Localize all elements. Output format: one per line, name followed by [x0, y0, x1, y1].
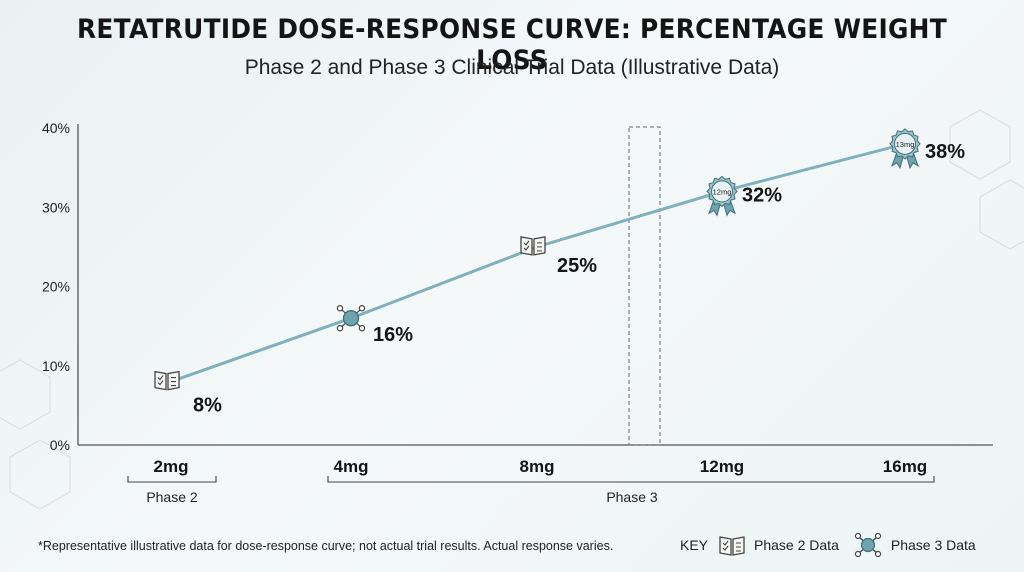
data-label: 8%	[193, 395, 222, 417]
book-lines	[157, 375, 176, 387]
book-icon	[719, 536, 745, 556]
y-tick-label: 20%	[42, 279, 70, 295]
book-page-right	[167, 370, 180, 391]
phase-bracket	[127, 476, 217, 483]
dose-response-chart: 0% 10% 20% 30% 40% 12mg 13mg 8% 16% 25% 32% 38% 2mg 4…	[42, 120, 993, 505]
node-core	[342, 310, 360, 327]
badge-label: 12mg	[713, 187, 732, 196]
data-label: 32%	[742, 184, 782, 206]
key-label: KEY	[680, 537, 709, 553]
phase-bracket	[327, 476, 935, 483]
node-end	[358, 325, 366, 332]
footnote: *Representative illustrative data for do…	[38, 539, 614, 553]
x-tick-label: 4mg	[334, 457, 369, 476]
phase-label: Phase 2	[146, 489, 198, 505]
legend-label-phase3: Phase 3 Data	[890, 537, 976, 553]
badge-label: 13mg	[896, 140, 915, 149]
data-marker-book-icon	[520, 236, 546, 256]
y-tick-label: 0%	[50, 437, 70, 453]
book-page-right	[533, 236, 546, 256]
x-tick-label: 8mg	[520, 457, 555, 476]
node-end	[358, 305, 366, 312]
y-tick-label: 40%	[42, 120, 70, 136]
chart-title: RETATRUTIDE DOSE-RESPONSE CURVE: PERCENT…	[77, 14, 947, 76]
series-line	[170, 142, 906, 384]
rosette-face	[711, 180, 733, 203]
y-tick-label: 10%	[42, 358, 70, 374]
chart-subtitle: Phase 2 and Phase 3 Clinical Trial Data …	[244, 56, 780, 79]
data-marker-rosette-badge-icon: 13mg	[889, 128, 921, 170]
data-marker-book-icon	[154, 370, 180, 391]
x-tick-label: 2mg	[154, 457, 189, 476]
data-label: 38%	[925, 141, 965, 163]
node-end	[336, 325, 344, 332]
node-end	[336, 305, 344, 312]
legend-label-phase2: Phase 2 Data	[754, 537, 839, 553]
rosette-face	[894, 132, 916, 155]
network-node-icon	[854, 532, 881, 558]
y-tick-label: 30%	[42, 199, 70, 215]
legend-item-phase2: Phase 2 Data	[718, 533, 839, 557]
legend-item-phase3: Phase 3 Data	[853, 532, 976, 558]
x-tick-label: 12mg	[700, 457, 744, 476]
book-page-left	[520, 236, 533, 256]
data-label: 25%	[557, 255, 597, 277]
data-marker-rosette-badge-icon: 12mg	[706, 175, 738, 217]
x-tick-label: 16mg	[883, 457, 927, 476]
data-marker-network-node-icon	[336, 305, 366, 332]
book-lines	[523, 240, 542, 252]
legend-key: KEY Phase 2 Data Phase 3 Data	[680, 530, 990, 560]
phase-divider	[628, 126, 661, 446]
book-page-left	[154, 370, 167, 391]
data-label: 16%	[373, 324, 413, 346]
phase-label: Phase 3	[606, 489, 658, 505]
